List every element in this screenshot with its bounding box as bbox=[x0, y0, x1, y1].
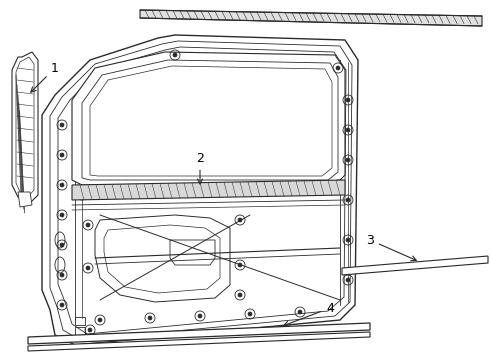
Circle shape bbox=[60, 273, 64, 277]
Circle shape bbox=[198, 188, 202, 192]
Circle shape bbox=[346, 98, 350, 102]
Circle shape bbox=[346, 198, 350, 202]
Circle shape bbox=[238, 293, 242, 297]
Circle shape bbox=[198, 314, 202, 318]
Circle shape bbox=[86, 266, 90, 270]
Polygon shape bbox=[28, 323, 370, 344]
Polygon shape bbox=[72, 52, 345, 185]
Circle shape bbox=[248, 312, 252, 316]
Circle shape bbox=[346, 238, 350, 242]
Circle shape bbox=[60, 303, 64, 307]
Polygon shape bbox=[12, 52, 38, 205]
Polygon shape bbox=[18, 192, 32, 207]
Circle shape bbox=[298, 310, 302, 314]
Polygon shape bbox=[28, 332, 370, 351]
Circle shape bbox=[60, 213, 64, 217]
Circle shape bbox=[346, 278, 350, 282]
Circle shape bbox=[346, 158, 350, 162]
Circle shape bbox=[346, 128, 350, 132]
Polygon shape bbox=[342, 256, 488, 275]
Circle shape bbox=[148, 316, 152, 320]
Circle shape bbox=[80, 193, 84, 197]
Circle shape bbox=[278, 186, 282, 190]
Text: 3: 3 bbox=[366, 234, 416, 261]
Circle shape bbox=[60, 183, 64, 187]
Circle shape bbox=[98, 318, 102, 322]
Text: 1: 1 bbox=[31, 62, 59, 92]
Polygon shape bbox=[140, 10, 482, 26]
Text: 4: 4 bbox=[284, 302, 334, 326]
Polygon shape bbox=[42, 35, 358, 345]
Circle shape bbox=[118, 191, 122, 195]
Circle shape bbox=[238, 263, 242, 267]
Circle shape bbox=[173, 53, 177, 57]
Circle shape bbox=[60, 243, 64, 247]
Circle shape bbox=[86, 223, 90, 227]
Text: 2: 2 bbox=[196, 152, 204, 184]
Circle shape bbox=[336, 183, 340, 187]
Circle shape bbox=[60, 153, 64, 157]
Circle shape bbox=[88, 328, 92, 332]
Circle shape bbox=[336, 66, 340, 70]
Polygon shape bbox=[72, 180, 345, 200]
Circle shape bbox=[238, 218, 242, 222]
Circle shape bbox=[60, 123, 64, 127]
